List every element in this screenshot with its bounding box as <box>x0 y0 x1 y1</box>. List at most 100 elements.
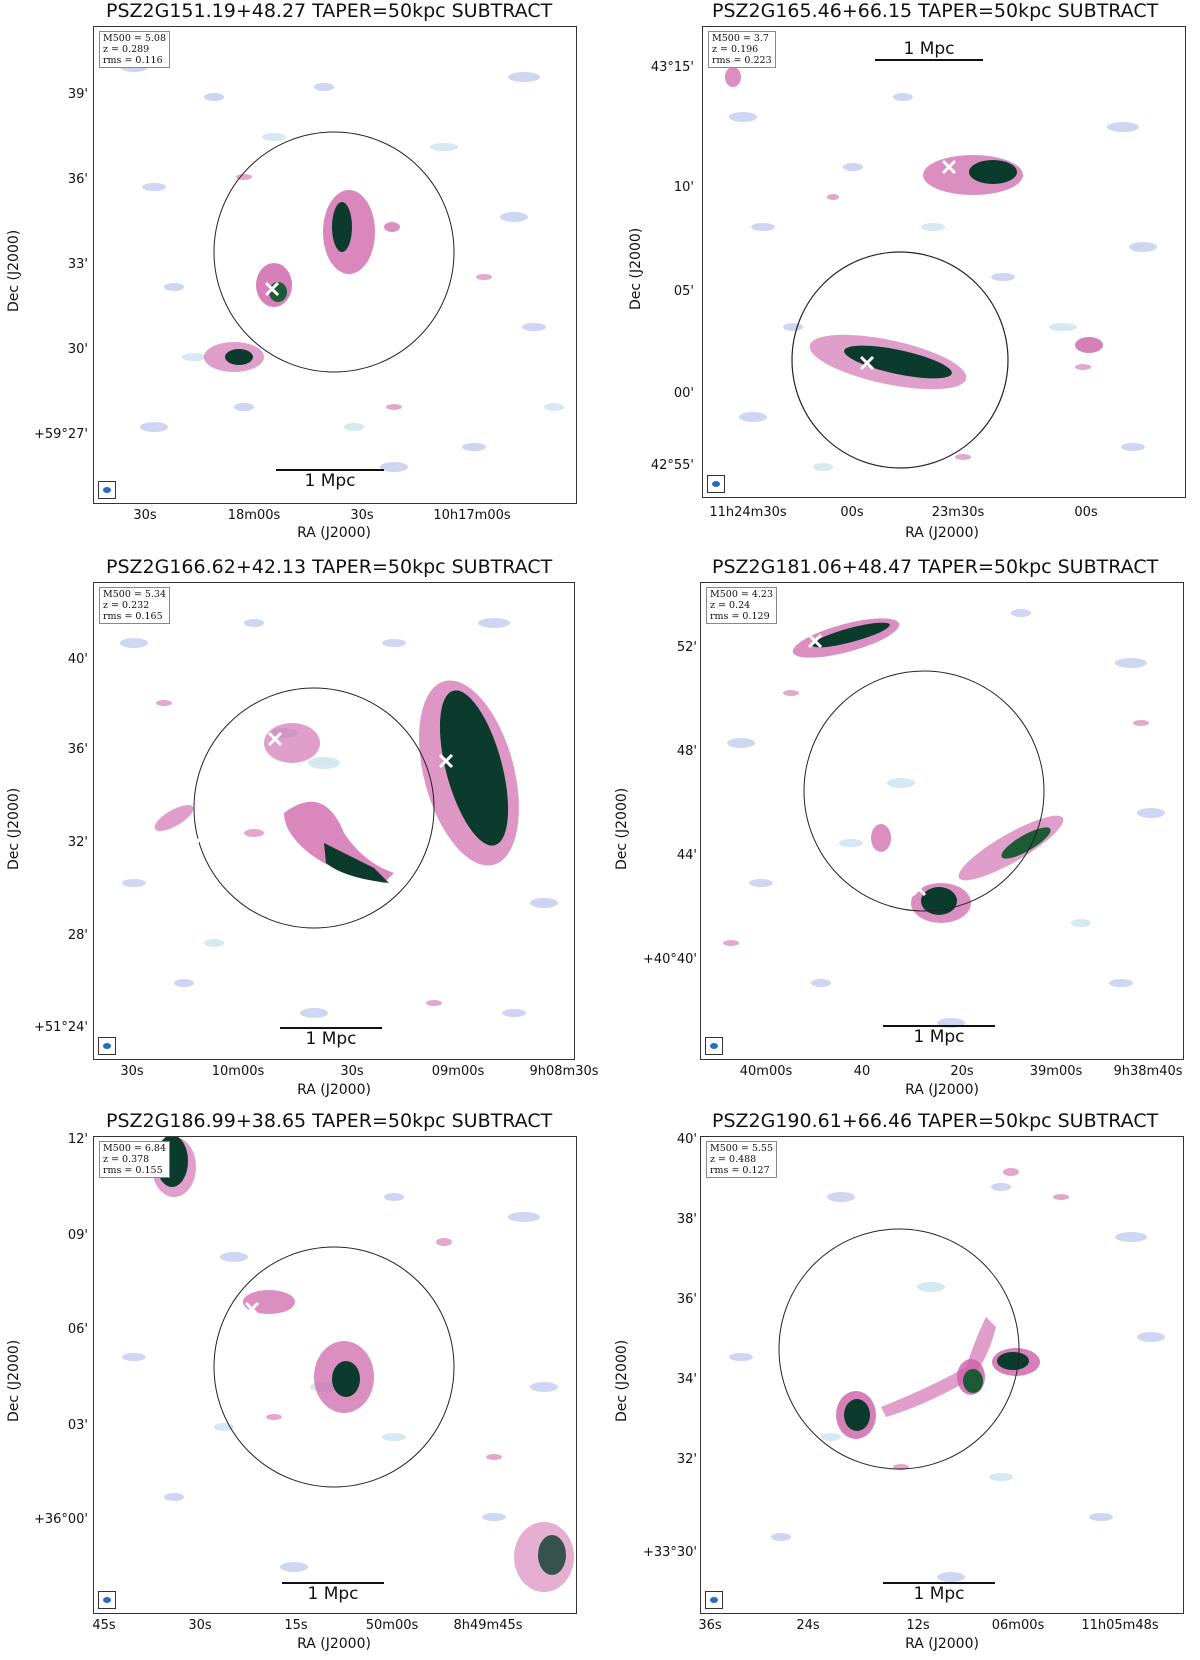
x-tick: 11h05m48s <box>1081 1618 1159 1633</box>
radio-source-core <box>1001 827 1051 859</box>
radio-source-core <box>963 1369 983 1393</box>
x-tick: 15s <box>284 1618 308 1633</box>
radio-source-core <box>538 1535 566 1575</box>
x-tick: 40m00s <box>739 1064 793 1079</box>
y-tick: 09' <box>67 1228 88 1243</box>
noise-background <box>122 1137 574 1592</box>
radio-map[interactable]: M500 = 4.23 z = 0.24 rms = 0.129 1 Mpc <box>700 582 1184 1060</box>
radio-map[interactable]: M500 = 5.34 z = 0.232 rms = 0.165 1 Mpc <box>93 582 575 1060</box>
x-tick: 30s <box>133 508 157 523</box>
scale-bar: 1 Mpc <box>276 469 384 491</box>
rms-value: rms = 0.127 <box>710 1165 770 1176</box>
x-axis-label: RA (J2000) <box>297 1636 371 1652</box>
y-axis-label: Dec (J2000) <box>628 227 644 310</box>
x-tick: 18m00s <box>227 508 281 523</box>
redshift-value: z = 0.289 <box>103 44 150 55</box>
panel-title: PSZ2G166.62+42.13 TAPER=50kpc SUBTRACT <box>106 556 553 578</box>
redshift-value: z = 0.488 <box>710 1154 757 1165</box>
r500-circle <box>778 1228 1020 1470</box>
y-tick: +36°00' <box>33 1512 88 1527</box>
rms-value: rms = 0.116 <box>103 55 163 66</box>
y-tick: 33' <box>67 257 88 272</box>
x-tick: 9h38m40s <box>1113 1064 1183 1079</box>
panel-title: PSZ2G190.61+66.46 TAPER=50kpc SUBTRACT <box>712 1110 1159 1132</box>
scale-label: 1 Mpc <box>307 1584 359 1604</box>
y-axis-label: Dec (J2000) <box>614 1339 630 1422</box>
cluster-info-box: M500 = 5.55 z = 0.488 rms = 0.127 <box>706 1141 778 1178</box>
scale-bar: 1 Mpc <box>282 1582 384 1604</box>
y-tick: 03' <box>67 1418 88 1433</box>
radio-map[interactable]: M500 = 5.55 z = 0.488 rms = 0.127 1 Mpc <box>700 1136 1184 1614</box>
m500-value: M500 = 4.23 <box>710 589 774 600</box>
radio-source <box>284 801 394 883</box>
x-tick: 00s <box>1074 505 1098 520</box>
radio-source-core <box>225 349 253 365</box>
radio-map[interactable]: M500 = 3.7 z = 0.196 rms = 0.223 1 Mpc <box>702 26 1186 498</box>
redshift-value: z = 0.24 <box>710 600 751 611</box>
source-marker-icon <box>244 1301 260 1317</box>
m500-value: M500 = 6.84 <box>103 1143 167 1154</box>
x-axis-label: RA (J2000) <box>905 1636 979 1652</box>
scale-label: 1 Mpc <box>903 39 955 59</box>
y-tick: 36' <box>676 1292 697 1307</box>
noise-background <box>729 1168 1165 1582</box>
y-tick: 40' <box>67 652 88 667</box>
x-tick: 10h17m00s <box>433 508 511 523</box>
cluster-info-box: M500 = 5.34 z = 0.232 rms = 0.165 <box>99 587 171 624</box>
x-tick: 30s <box>188 1618 212 1633</box>
radio-source-core <box>439 690 509 846</box>
beam-icon <box>705 1591 723 1609</box>
radio-source <box>1075 337 1103 353</box>
radio-source-core <box>844 1399 870 1431</box>
y-tick: 00' <box>673 386 694 401</box>
x-tick: 45s <box>92 1618 116 1633</box>
r500-circle <box>193 687 435 929</box>
scale-label: 1 Mpc <box>913 1027 965 1047</box>
scale-bar: 1 Mpc <box>883 1582 995 1604</box>
y-tick: 32' <box>676 1452 697 1467</box>
radio-source-core <box>844 345 952 379</box>
y-tick: 05' <box>673 284 694 299</box>
radio-map[interactable]: M500 = 5.08 z = 0.289 rms = 0.116 1 Mpc <box>93 26 577 504</box>
y-tick: 39' <box>67 87 88 102</box>
x-tick: 09m00s <box>431 1064 485 1079</box>
y-tick: 32' <box>67 835 88 850</box>
y-tick: 52' <box>676 640 697 655</box>
y-axis-label: Dec (J2000) <box>6 1339 22 1422</box>
r500-circle <box>803 670 1045 912</box>
source-marker-icon <box>817 1411 833 1427</box>
y-tick: 34' <box>676 1372 697 1387</box>
beam-icon <box>98 1591 116 1609</box>
x-tick: 50m00s <box>365 1618 419 1633</box>
redshift-value: z = 0.196 <box>712 44 759 55</box>
x-tick: 8h49m45s <box>453 1618 523 1633</box>
rms-value: rms = 0.165 <box>103 611 163 622</box>
y-tick: 28' <box>67 928 88 943</box>
rms-value: rms = 0.155 <box>103 1165 163 1176</box>
rms-value: rms = 0.129 <box>710 611 770 622</box>
y-tick: 06' <box>67 1322 88 1337</box>
radio-source-core <box>332 202 352 252</box>
y-axis-label: Dec (J2000) <box>6 229 22 312</box>
scale-bar: 1 Mpc <box>883 1025 995 1047</box>
y-axis-label: Dec (J2000) <box>614 787 630 870</box>
y-tick: +59°27' <box>33 427 88 442</box>
y-tick: 12' <box>67 1132 88 1147</box>
scale-label: 1 Mpc <box>305 1029 357 1049</box>
redshift-value: z = 0.378 <box>103 1154 150 1165</box>
noise-background <box>120 62 564 472</box>
cluster-info-box: M500 = 6.84 z = 0.378 rms = 0.155 <box>99 1141 171 1178</box>
beam-icon <box>707 475 725 493</box>
r500-circle <box>213 131 455 373</box>
x-tick: 00s <box>840 505 864 520</box>
radio-map[interactable]: M500 = 6.84 z = 0.378 rms = 0.155 1 Mpc <box>93 1136 577 1614</box>
y-tick: 30' <box>67 342 88 357</box>
noise-background <box>725 67 1157 471</box>
y-tick: 38' <box>676 1212 697 1227</box>
radio-source-core <box>997 1352 1029 1370</box>
radio-source <box>871 824 891 852</box>
cluster-info-box: M500 = 3.7 z = 0.196 rms = 0.223 <box>708 31 776 68</box>
scale-label: 1 Mpc <box>913 1584 965 1604</box>
x-tick: 30s <box>340 1064 364 1079</box>
m500-value: M500 = 5.34 <box>103 589 167 600</box>
